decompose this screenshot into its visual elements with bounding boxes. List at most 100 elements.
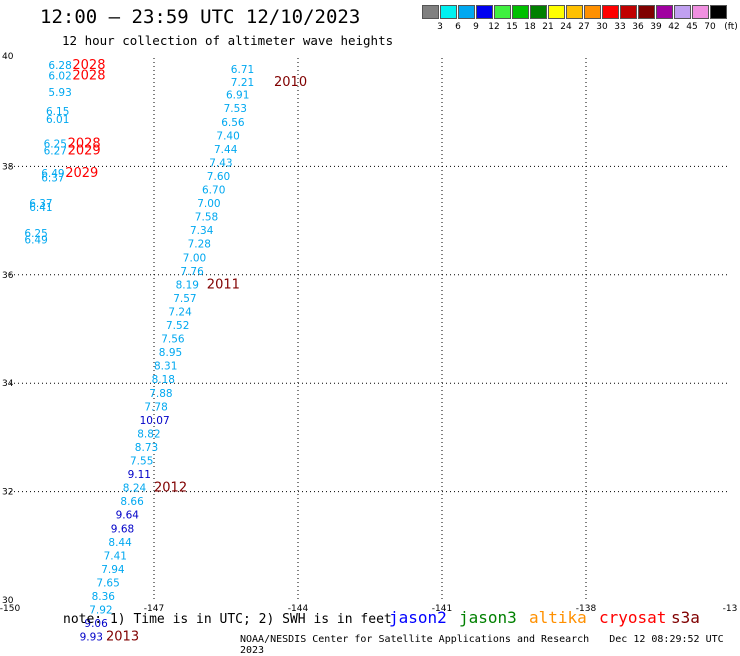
lat-tick-label: 32 — [2, 488, 13, 498]
page-title: 12:00 — 23:59 UTC 12/10/2023 — [40, 6, 361, 28]
color-scale-label: 9 — [473, 22, 479, 32]
color-scale-label: 27 — [578, 22, 590, 32]
wave-height-value: 7.00 — [197, 198, 220, 210]
wave-height-value: 6.25 — [44, 138, 67, 150]
wave-height-value: 7.24 — [168, 306, 192, 318]
lat-tick-label: 38 — [2, 162, 14, 172]
color-scale-swatch — [710, 5, 727, 19]
color-scale-label: 6 — [455, 22, 461, 32]
wave-height-value: 6.49 — [24, 234, 47, 246]
wave-height-value: 6.02 — [48, 71, 71, 83]
wave-height-value: 7.44 — [214, 144, 238, 156]
wave-height-value: 7.57 — [173, 293, 196, 305]
color-scale-swatch — [692, 5, 709, 19]
time-label: 2029 — [65, 166, 98, 181]
color-scale-label: 21 — [542, 22, 554, 32]
time-label: 2013 — [106, 630, 139, 645]
wave-height-value: 9.06 — [84, 618, 108, 630]
credit-text: NOAA/NESDIS Center for Satellite Applica… — [240, 634, 590, 645]
legend-entry: altika — [529, 608, 587, 627]
wave-height-value: 6.27 — [44, 145, 67, 157]
color-scale-label: 12 — [488, 22, 500, 32]
lat-tick-label: 30 — [2, 596, 14, 606]
color-scale-swatch — [548, 5, 565, 19]
time-label: 2028 — [68, 136, 101, 151]
color-scale-label: 3 — [437, 22, 443, 32]
color-scale-swatch — [656, 5, 673, 19]
legend-entry: jason2 — [389, 608, 447, 627]
wave-height-value: 10.07 — [140, 415, 170, 427]
time-label: 2028 — [72, 69, 105, 84]
wave-height-value: 9.68 — [111, 523, 134, 535]
color-scale-swatch — [674, 5, 691, 19]
lon-tick-label: -147 — [144, 604, 164, 614]
wave-height-value: 7.65 — [96, 577, 119, 589]
color-scale-label: 45 — [686, 22, 698, 32]
wave-height-value: 6.37 — [41, 173, 64, 185]
legend-entry: cryosat — [599, 608, 667, 627]
wave-height-value: 8.82 — [137, 428, 160, 440]
color-scale-label: 36 — [632, 22, 644, 32]
color-scale-swatch — [512, 5, 529, 19]
color-scale-swatch — [476, 5, 493, 19]
wave-height-value: 8.18 — [152, 374, 175, 386]
color-scale-label: 24 — [560, 22, 572, 32]
lon-tick-label: -144 — [288, 604, 309, 614]
wave-height-value: 7.34 — [190, 225, 214, 237]
color-scale-label: 15 — [506, 22, 518, 32]
wave-height-value: 8.66 — [120, 496, 144, 508]
lon-tick-label: -141 — [432, 604, 452, 614]
wave-height-value: 7.94 — [101, 564, 125, 576]
color-scale-label: 70 — [704, 22, 716, 32]
footnote: note: 1) Time is in UTC; 2) SWH is in fe… — [63, 612, 392, 627]
color-scale-swatch — [602, 5, 619, 19]
color-scale-swatch — [620, 5, 637, 19]
wave-height-value: 7.53 — [224, 103, 247, 115]
wave-height-value: 8.31 — [154, 361, 177, 373]
color-scale-swatch — [638, 5, 655, 19]
legend-entry: s3a — [671, 608, 700, 627]
lat-tick-label: 36 — [2, 271, 14, 281]
time-label: 2028 — [72, 58, 105, 73]
wave-height-value: 6.70 — [202, 185, 225, 197]
color-scale-label: 30 — [596, 22, 608, 32]
wave-height-value: 6.56 — [221, 117, 245, 129]
wave-height-value: 6.37 — [29, 198, 52, 210]
wave-height-value: 7.21 — [231, 77, 254, 89]
wave-height-value: 8.44 — [108, 537, 132, 549]
color-scale-label: 18 — [524, 22, 536, 32]
credit-line: NOAA/NESDIS Center for Satellite Applica… — [240, 634, 740, 656]
color-scale-label: 33 — [614, 22, 626, 32]
color-scale-swatch — [440, 5, 457, 19]
page-subtitle: 12 hour collection of altimeter wave hei… — [62, 33, 394, 48]
wave-height-value: 7.58 — [195, 212, 218, 224]
wave-height-value: 5.93 — [48, 87, 71, 99]
wave-height-value: 8.95 — [159, 347, 182, 359]
color-scale-swatch — [494, 5, 511, 19]
legend-entry: jason3 — [459, 608, 517, 627]
wave-height-value: 7.00 — [183, 252, 206, 264]
color-scale-swatch — [566, 5, 583, 19]
wave-height-value: 8.19 — [176, 279, 199, 291]
wave-height-value: 7.52 — [166, 320, 189, 332]
wave-height-value: 7.55 — [130, 456, 153, 468]
time-label: 2012 — [154, 481, 187, 496]
wave-height-value: 7.56 — [161, 334, 185, 346]
wave-height-value: 6.01 — [46, 114, 69, 126]
wave-height-value: 7.41 — [104, 550, 127, 562]
color-scale-swatch — [584, 5, 601, 19]
color-scale-label: 39 — [650, 22, 662, 32]
wave-height-value: 7.60 — [207, 171, 230, 183]
color-scale-unit: (ft) — [724, 22, 738, 32]
time-label: 2029 — [68, 143, 101, 158]
wave-height-value: 6.71 — [231, 64, 254, 76]
wave-height-value: 9.64 — [116, 510, 140, 522]
wave-height-value: 7.40 — [216, 130, 239, 142]
lat-tick-label: 40 — [2, 52, 14, 62]
lon-tick-label: -138 — [576, 604, 597, 614]
wave-height-value: 6.49 — [41, 168, 64, 180]
lon-tick-label: -150 — [0, 604, 20, 614]
wave-height-value: 6.41 — [29, 202, 52, 214]
wave-height-value: 7.88 — [149, 388, 172, 400]
